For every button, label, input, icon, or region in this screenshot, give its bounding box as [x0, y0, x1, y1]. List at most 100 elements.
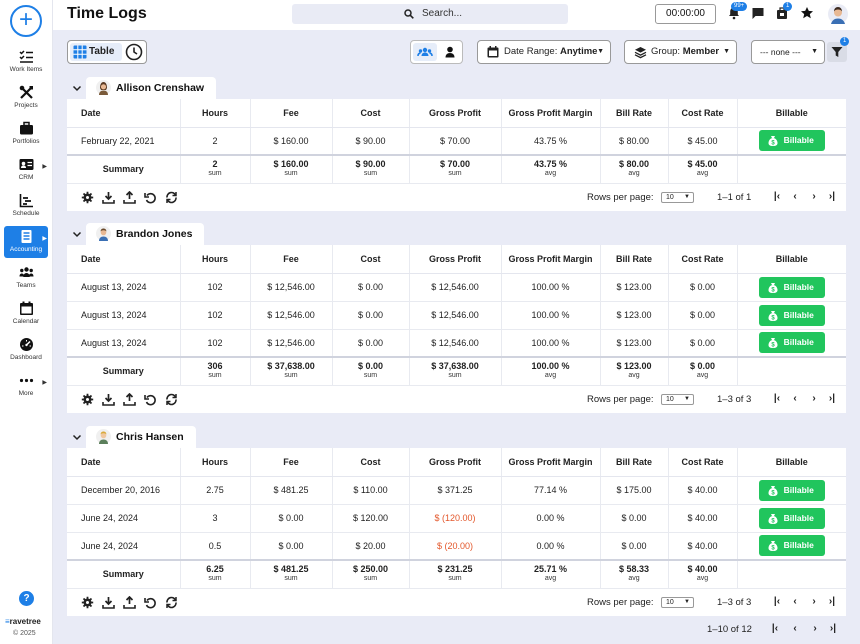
column-header[interactable]: Billable: [736, 99, 846, 128]
sidebar-item-accounting[interactable]: Accounting ▶: [4, 226, 48, 258]
download-icon[interactable]: [102, 393, 115, 406]
prev-page-icon[interactable]: ‹: [793, 392, 797, 404]
download-icon[interactable]: [102, 596, 115, 609]
timer-button[interactable]: 00:00:00: [655, 4, 716, 24]
column-header[interactable]: Bill Rate: [599, 245, 668, 274]
table-row[interactable]: December 20, 2016 2.75 $ 481.25 $ 110.00 $ 3…: [67, 476, 846, 505]
column-header[interactable]: Cost Rate: [667, 245, 737, 274]
undo-icon[interactable]: [144, 191, 157, 204]
column-header[interactable]: Date: [67, 245, 180, 274]
upload-icon[interactable]: [123, 595, 136, 609]
download-icon[interactable]: [102, 191, 115, 204]
settings-gear-icon[interactable]: [81, 393, 94, 406]
sidebar-item-portfolios[interactable]: Portfolios: [4, 118, 48, 150]
column-header[interactable]: Cost: [331, 99, 409, 128]
create-new-button[interactable]: +: [10, 5, 42, 37]
rows-per-page-select[interactable]: 10 ▼: [661, 596, 694, 608]
refresh-icon[interactable]: [165, 393, 178, 406]
column-header[interactable]: Cost Rate: [667, 99, 737, 128]
billable-button[interactable]: $ Billable: [758, 479, 825, 501]
prev-page-icon[interactable]: ‹: [793, 595, 797, 607]
upload-icon[interactable]: [123, 392, 136, 406]
search-input[interactable]: Search...: [292, 4, 568, 24]
column-header[interactable]: Cost: [331, 448, 409, 477]
billable-button[interactable]: $ Billable: [758, 332, 825, 354]
filter-button[interactable]: 1: [827, 37, 850, 62]
column-header[interactable]: Date: [67, 99, 180, 128]
last-page-icon[interactable]: ›|: [829, 623, 837, 634]
column-header[interactable]: Bill Rate: [599, 448, 668, 477]
column-header[interactable]: Gross Profit Margin: [500, 99, 600, 128]
column-header[interactable]: Gross Profit: [408, 99, 501, 128]
table-row[interactable]: August 13, 2024 102 $ 12,546.00 $ 0.00 $ 12,…: [67, 273, 846, 302]
table-row[interactable]: August 13, 2024 102 $ 12,546.00 $ 0.00 $ 12,…: [67, 301, 846, 330]
timeline-view-button[interactable]: [125, 43, 145, 61]
next-page-icon[interactable]: ›: [813, 623, 817, 634]
rows-per-page-select[interactable]: 10 ▼: [661, 393, 694, 405]
collapse-chevron-icon[interactable]: [71, 82, 83, 94]
user-avatar[interactable]: [828, 4, 848, 24]
column-header[interactable]: Hours: [179, 448, 250, 477]
sidebar-item-projects[interactable]: Projects: [4, 82, 48, 114]
column-header[interactable]: Gross Profit: [408, 245, 501, 274]
table-row[interactable]: February 22, 2021 2 $ 160.00 $ 90.00 $ 70.00…: [67, 127, 846, 156]
column-header[interactable]: Gross Profit Margin: [500, 448, 600, 477]
billable-button[interactable]: $ Billable: [758, 507, 825, 529]
column-header[interactable]: Billable: [736, 245, 846, 274]
column-header[interactable]: Gross Profit Margin: [500, 245, 600, 274]
first-page-icon[interactable]: |‹: [773, 190, 781, 202]
table-row[interactable]: August 13, 2024 102 $ 12,546.00 $ 0.00 $ 12,…: [67, 329, 846, 358]
next-page-icon[interactable]: ›: [812, 595, 816, 607]
collapse-chevron-icon[interactable]: [71, 228, 83, 240]
notifications-bell-icon[interactable]: 99+: [727, 2, 748, 22]
favorites-star-icon[interactable]: [800, 6, 816, 22]
next-page-icon[interactable]: ›: [812, 392, 816, 404]
first-page-icon[interactable]: |‹: [773, 595, 781, 607]
settings-gear-icon[interactable]: [81, 596, 94, 609]
column-header[interactable]: Hours: [179, 99, 250, 128]
column-header[interactable]: Fee: [249, 448, 332, 477]
chat-icon[interactable]: [751, 6, 767, 22]
sidebar-item-dashboard[interactable]: Dashboard: [4, 334, 48, 366]
next-page-icon[interactable]: ›: [812, 190, 816, 202]
collapse-chevron-icon[interactable]: [71, 431, 83, 443]
column-header[interactable]: Cost: [331, 245, 409, 274]
settings-gear-icon[interactable]: [81, 191, 94, 204]
table-row[interactable]: June 24, 2024 0.5 $ 0.00 $ 20.00 $ (20.00) 0.…: [67, 532, 846, 561]
last-page-icon[interactable]: ›|: [828, 595, 836, 607]
person-view-button[interactable]: [439, 43, 461, 61]
sidebar-item-calendar[interactable]: Calendar: [4, 298, 48, 330]
billable-button[interactable]: $ Billable: [758, 304, 825, 326]
first-page-icon[interactable]: |‹: [771, 623, 779, 634]
prev-page-icon[interactable]: ‹: [793, 623, 797, 634]
column-header[interactable]: Cost Rate: [667, 448, 737, 477]
billable-button[interactable]: $ Billable: [758, 130, 825, 152]
prev-page-icon[interactable]: ‹: [793, 190, 797, 202]
column-header[interactable]: Fee: [249, 99, 332, 128]
table-view-button[interactable]: Table: [70, 43, 122, 61]
last-page-icon[interactable]: ›|: [828, 190, 836, 202]
refresh-icon[interactable]: [165, 596, 178, 609]
billable-button[interactable]: $ Billable: [758, 535, 825, 557]
first-page-icon[interactable]: |‹: [773, 392, 781, 404]
sidebar-item-schedule[interactable]: Schedule: [4, 190, 48, 222]
team-view-button[interactable]: [413, 43, 437, 61]
undo-icon[interactable]: [144, 393, 157, 406]
column-header[interactable]: Date: [67, 448, 180, 477]
column-header[interactable]: Gross Profit: [408, 448, 501, 477]
undo-icon[interactable]: [144, 596, 157, 609]
date-range-dropdown[interactable]: Date Range: Anytime ▼: [477, 40, 611, 64]
help-button[interactable]: ?: [19, 591, 34, 606]
rows-per-page-select[interactable]: 10 ▼: [661, 191, 694, 203]
last-page-icon[interactable]: ›|: [828, 392, 836, 404]
column-header[interactable]: Bill Rate: [599, 99, 668, 128]
group-by-dropdown[interactable]: Group: Member ▼: [624, 40, 737, 64]
sidebar-item-more[interactable]: More ▶: [4, 370, 48, 402]
tasks-icon[interactable]: 1: [775, 2, 793, 22]
filter-preset-select[interactable]: --- none --- ▼: [751, 40, 825, 64]
column-header[interactable]: Hours: [179, 245, 250, 274]
sidebar-item-teams[interactable]: Teams: [4, 262, 48, 294]
billable-button[interactable]: $ Billable: [758, 276, 825, 298]
column-header[interactable]: Billable: [736, 448, 846, 477]
upload-icon[interactable]: [123, 190, 136, 204]
